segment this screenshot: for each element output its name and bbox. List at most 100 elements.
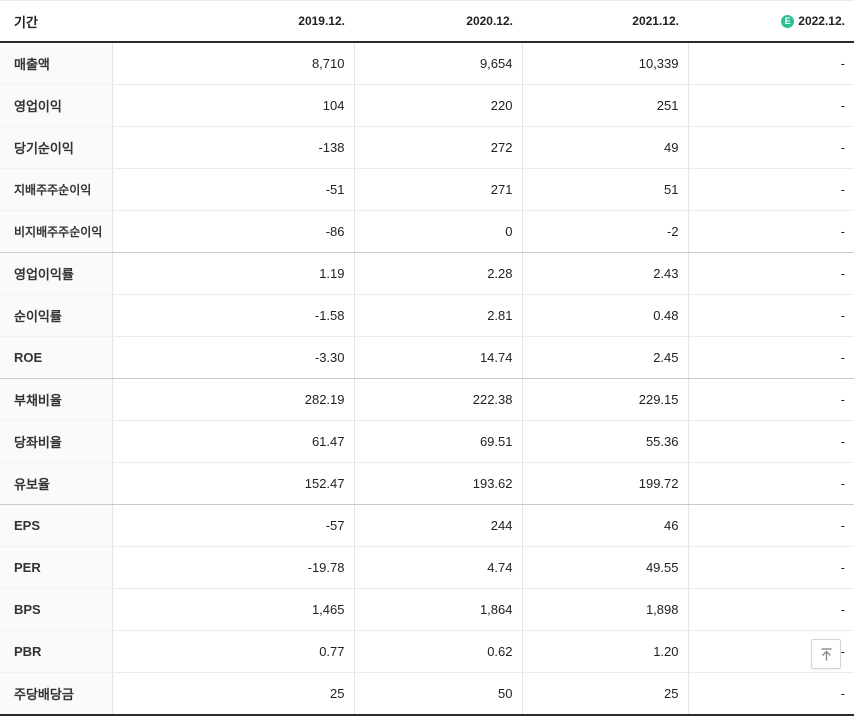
cell-2019: 152.47 bbox=[111, 462, 354, 505]
cell-2020: 1,864 bbox=[353, 588, 522, 631]
row-label: BPS bbox=[0, 588, 112, 631]
table-row: 부채비율 282.19 222.38 229.15 - bbox=[0, 378, 854, 421]
cell-2022: - bbox=[687, 336, 854, 379]
cell-2022: - bbox=[687, 546, 854, 589]
cell-2022: - bbox=[687, 168, 854, 211]
table-row: 영업이익 104 220 251 - bbox=[0, 84, 854, 127]
cell-2019: 61.47 bbox=[111, 420, 354, 463]
cell-2020: 2.28 bbox=[353, 252, 522, 295]
cell-2022: - bbox=[687, 462, 854, 505]
cell-2019: 1.19 bbox=[111, 252, 354, 295]
cell-2021: 1,898 bbox=[521, 588, 688, 631]
cell-2019: -19.78 bbox=[111, 546, 354, 589]
cell-2019: 25 bbox=[111, 672, 354, 716]
table-row: 비지배주주순이익 -86 0 -2 - bbox=[0, 210, 854, 253]
cell-2019: -51 bbox=[111, 168, 354, 211]
cell-2020: 222.38 bbox=[353, 378, 522, 421]
row-label: 지배주주순이익 bbox=[0, 168, 112, 211]
cell-2021: -2 bbox=[521, 210, 688, 253]
cell-2020: 0.62 bbox=[353, 630, 522, 673]
row-label: ROE bbox=[0, 336, 112, 379]
cell-2021: 49.55 bbox=[521, 546, 688, 589]
cell-2019: -138 bbox=[111, 126, 354, 169]
cell-2022: - bbox=[687, 252, 854, 295]
cell-2022: - bbox=[687, 420, 854, 463]
cell-2021: 10,339 bbox=[521, 42, 688, 85]
row-label: 영업이익률 bbox=[0, 252, 112, 295]
cell-2021: 251 bbox=[521, 84, 688, 127]
table-row: ROE -3.30 14.74 2.45 - bbox=[0, 336, 854, 379]
cell-2019: 8,710 bbox=[111, 42, 354, 85]
cell-2021: 25 bbox=[521, 672, 688, 716]
cell-2020: 272 bbox=[353, 126, 522, 169]
row-label: PER bbox=[0, 546, 112, 589]
table-row: 당좌비율 61.47 69.51 55.36 - bbox=[0, 420, 854, 463]
cell-2022: - bbox=[687, 504, 854, 547]
arrow-up-to-bar-icon bbox=[819, 647, 834, 662]
column-header: 2021.12. bbox=[522, 0, 688, 43]
cell-2019: -86 bbox=[111, 210, 354, 253]
row-label: 영업이익 bbox=[0, 84, 112, 127]
cell-2019: 104 bbox=[111, 84, 354, 127]
table-row: 주당배당금 25 50 25 - bbox=[0, 672, 854, 716]
cell-2020: 244 bbox=[353, 504, 522, 547]
table-row: 지배주주순이익 -51 271 51 - bbox=[0, 168, 854, 211]
table-row: 영업이익률 1.19 2.28 2.43 - bbox=[0, 252, 854, 295]
cell-2019: -1.58 bbox=[111, 294, 354, 337]
cell-2022: - bbox=[687, 42, 854, 85]
row-label: 비지배주주순이익 bbox=[0, 210, 112, 253]
cell-2019: 1,465 bbox=[111, 588, 354, 631]
table-header-row: 기간 2019.12. 2020.12. 2021.12. E 2022.12. bbox=[0, 0, 854, 43]
row-label: EPS bbox=[0, 504, 112, 547]
row-label: 주당배당금 bbox=[0, 672, 112, 716]
cell-2022: - bbox=[687, 294, 854, 337]
cell-2022: - bbox=[687, 84, 854, 127]
cell-2020: 9,654 bbox=[353, 42, 522, 85]
table-row: 순이익률 -1.58 2.81 0.48 - bbox=[0, 294, 854, 337]
row-label: 부채비율 bbox=[0, 378, 112, 421]
cell-2020: 271 bbox=[353, 168, 522, 211]
cell-2019: -57 bbox=[111, 504, 354, 547]
cell-2020: 69.51 bbox=[353, 420, 522, 463]
row-label: 당좌비율 bbox=[0, 420, 112, 463]
cell-2021: 55.36 bbox=[521, 420, 688, 463]
row-label: 유보율 bbox=[0, 462, 112, 505]
cell-2022: - bbox=[687, 210, 854, 253]
cell-2022: - bbox=[687, 588, 854, 631]
period-header: 기간 bbox=[0, 0, 112, 43]
scroll-to-top-button[interactable] bbox=[811, 639, 841, 669]
cell-2020: 14.74 bbox=[353, 336, 522, 379]
estimate-icon: E bbox=[781, 15, 795, 28]
table-row: EPS -57 244 46 - bbox=[0, 504, 854, 547]
cell-2022: - bbox=[687, 672, 854, 716]
column-header-label: 2019.12. bbox=[298, 14, 345, 28]
cell-2021: 1.20 bbox=[521, 630, 688, 673]
cell-2021: 51 bbox=[521, 168, 688, 211]
row-label: 매출액 bbox=[0, 42, 112, 85]
cell-2020: 220 bbox=[353, 84, 522, 127]
cell-2019: 0.77 bbox=[111, 630, 354, 673]
table-row: 유보율 152.47 193.62 199.72 - bbox=[0, 462, 854, 505]
cell-2022: - bbox=[687, 126, 854, 169]
cell-2019: 282.19 bbox=[111, 378, 354, 421]
cell-2021: 2.43 bbox=[521, 252, 688, 295]
cell-2020: 50 bbox=[353, 672, 522, 716]
column-header: 2019.12. bbox=[112, 0, 354, 43]
cell-2019: -3.30 bbox=[111, 336, 354, 379]
table-row: PER -19.78 4.74 49.55 - bbox=[0, 546, 854, 589]
row-label: 당기순이익 bbox=[0, 126, 112, 169]
column-header-label: 2020.12. bbox=[466, 14, 513, 28]
column-header-label: 2021.12. bbox=[632, 14, 679, 28]
table-row: BPS 1,465 1,864 1,898 - bbox=[0, 588, 854, 631]
cell-2020: 2.81 bbox=[353, 294, 522, 337]
cell-2022: - bbox=[687, 378, 854, 421]
cell-2021: 199.72 bbox=[521, 462, 688, 505]
column-header: E 2022.12. bbox=[688, 0, 854, 43]
table-row: 매출액 8,710 9,654 10,339 - bbox=[0, 42, 854, 85]
cell-2021: 2.45 bbox=[521, 336, 688, 379]
cell-2021: 49 bbox=[521, 126, 688, 169]
cell-2021: 229.15 bbox=[521, 378, 688, 421]
column-header-label: 2022.12. bbox=[798, 14, 845, 28]
cell-2020: 4.74 bbox=[353, 546, 522, 589]
